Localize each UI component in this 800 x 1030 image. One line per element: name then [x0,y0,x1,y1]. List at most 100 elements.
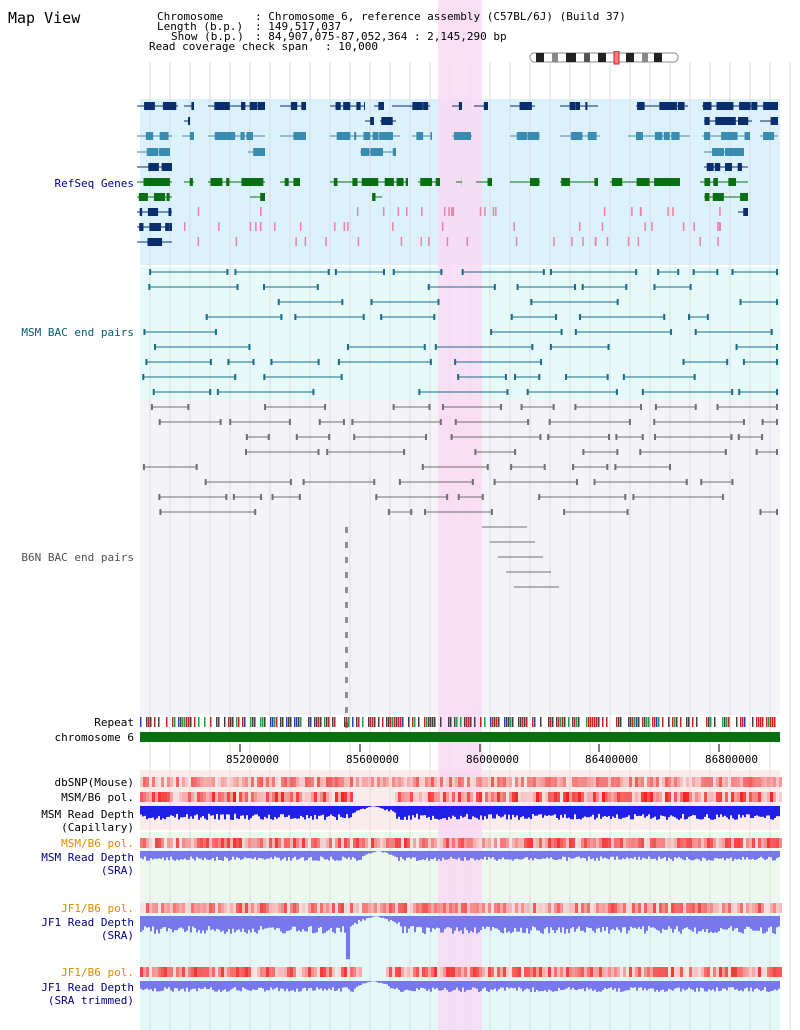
heat-cell [188,838,191,848]
depth-bar [698,981,700,992]
track-label-msm-bac[interactable]: MSM BAC end pairs [21,326,134,339]
track-label-refseq[interactable]: RefSeq Genes [54,177,134,190]
depth-bar [616,981,618,992]
heat-cell [461,903,464,913]
depth-bar [438,806,440,820]
depth-bar [234,916,236,933]
heat-cell [629,903,632,913]
heat-cell [563,777,566,787]
gene-exon [517,132,527,140]
bac-end [514,374,517,380]
depth-bar [748,916,750,927]
bac-end [493,284,496,290]
depth-bar [362,916,364,920]
depth-bar [724,916,726,930]
depth-bar [404,981,406,991]
heat-cell [419,903,422,913]
heat-cell [560,967,563,977]
heat-cell [701,967,704,977]
heat-cell [200,777,203,787]
heat-cell [437,903,440,913]
heat-cell [248,792,251,802]
depth-bar [430,806,432,820]
chromosome-ideogram[interactable] [528,51,682,65]
gene-exon [735,148,741,156]
repeat-mark [596,717,598,727]
bac-end [254,509,257,515]
repeat-mark [290,717,292,727]
heat-cell [215,838,218,848]
depth-bar [366,851,368,855]
depth-bar [192,916,194,927]
heat-cell [692,838,695,848]
depth-bar [312,981,314,991]
heat-cell [764,838,767,848]
depth-bar [528,981,530,990]
depth-bar [194,806,196,816]
depth-bar [648,916,650,926]
gene-exon [571,132,579,140]
depth-bar [160,806,162,820]
heat-cell [611,838,614,848]
heat-cell [683,967,686,977]
bac-end [392,404,395,410]
depth-bar [240,981,242,992]
depth-bar [326,851,328,860]
heat-cell [638,838,641,848]
depth-bar [686,806,688,819]
heat-cell [491,838,494,848]
depth-bar [586,851,588,861]
depth-bar [348,806,350,819]
heat-cell [749,792,752,802]
heat-cell [287,792,290,802]
depth-bar [334,806,336,817]
heat-cell [473,903,476,913]
depth-bar [716,806,718,815]
heat-cell [314,967,317,977]
depth-bar [610,916,612,930]
heat-cell [542,792,545,802]
heat-cell [182,777,185,787]
heat-cell [470,838,473,848]
heat-cell [386,777,389,787]
depth-bar [192,806,194,819]
depth-bar [228,981,230,992]
heat-cell [563,838,566,848]
depth-bar [584,916,586,933]
heat-cell [176,903,179,913]
heat-cell [611,792,614,802]
repeat-mark [418,717,420,727]
depth-bar [302,806,304,818]
depth-bar [326,981,328,991]
heat-cell [710,792,713,802]
depth-bar [220,981,222,992]
depth-bar [340,806,342,817]
depth-bar [584,851,586,859]
track-label-b6n-bac[interactable]: B6N BAC end pairs [21,551,134,564]
heat-cell [218,792,221,802]
depth-bar [696,981,698,988]
heat-cell [623,777,626,787]
depth-bar [160,916,162,929]
heat-cell [602,967,605,977]
depth-bar [456,916,458,928]
heat-cell [626,967,629,977]
heat-cell [506,792,509,802]
heat-cell [536,967,539,977]
depth-bar [602,981,604,991]
depth-bar [484,981,486,988]
depth-bar [236,806,238,819]
depth-bar [646,981,648,991]
heat-cell [683,903,686,913]
depth-bar [604,981,606,988]
depth-bar [596,916,598,929]
heat-cell [539,792,542,802]
depth-bar [156,806,158,819]
depth-bar [458,851,460,858]
heat-cell [728,792,731,802]
heat-cell [527,838,530,848]
heat-cell [179,838,182,848]
heat-cell [506,777,509,787]
depth-bar [540,916,542,933]
depth-bar [540,981,542,992]
